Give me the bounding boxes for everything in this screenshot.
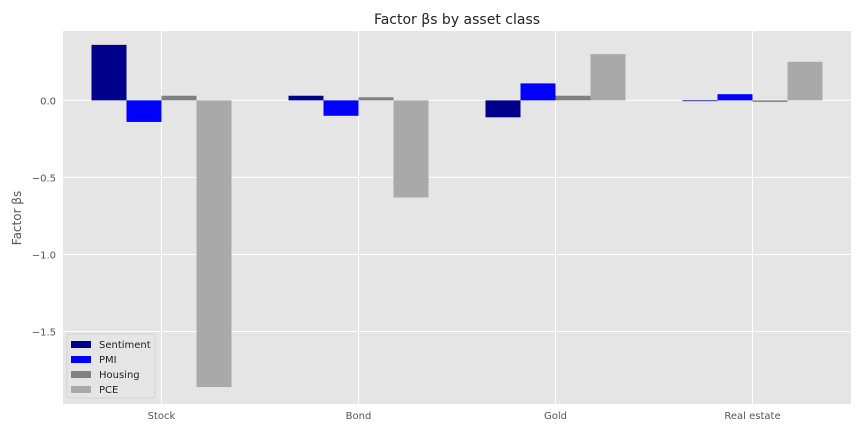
- plot-background: [63, 31, 851, 404]
- y-axis-label: Factor βs: [10, 191, 24, 245]
- y-tick-labels: 0.0 −0.5 −1.0 −1.5: [32, 96, 56, 338]
- y-tick-label: 0.0: [40, 96, 56, 107]
- legend-label-housing: Housing: [99, 370, 140, 381]
- bar-pmi-real-estate: [717, 94, 753, 101]
- bar-pce-stock: [196, 100, 232, 388]
- y-tick-label: −1.5: [32, 328, 56, 339]
- bar-pce-gold: [590, 54, 626, 101]
- legend-swatch-housing: [71, 371, 91, 378]
- legend-box: [66, 333, 156, 399]
- bar-housing-real-estate: [752, 100, 788, 102]
- bar-sentiment-gold: [485, 100, 521, 118]
- bar-housing-gold: [555, 95, 591, 101]
- x-tick-label: Gold: [544, 411, 567, 422]
- bar-pce-real-estate: [787, 61, 823, 101]
- x-tick-labels: Stock Bond Gold Real estate: [148, 411, 781, 422]
- legend-label-pmi: PMI: [99, 355, 117, 366]
- x-tick-label: Stock: [148, 411, 176, 422]
- bar-housing-stock: [161, 95, 197, 101]
- bar-sentiment-stock: [91, 44, 127, 101]
- bar-sentiment-bond: [288, 95, 324, 101]
- legend-swatch-pmi: [71, 356, 91, 363]
- bar-pmi-bond: [323, 100, 359, 116]
- bars: [91, 44, 823, 388]
- y-tick-label: −1.0: [32, 250, 56, 261]
- x-tick-label: Real estate: [724, 411, 780, 422]
- bar-housing-bond: [358, 97, 394, 101]
- legend-swatch-sentiment: [71, 341, 91, 348]
- x-tick-label: Bond: [346, 411, 372, 422]
- y-tick-label: −0.5: [32, 173, 56, 184]
- bar-pmi-stock: [126, 100, 162, 122]
- legend: Sentiment PMI Housing PCE: [66, 333, 156, 399]
- bar-pmi-gold: [520, 83, 556, 101]
- bar-pce-bond: [393, 100, 429, 198]
- legend-label-sentiment: Sentiment: [99, 340, 151, 351]
- legend-swatch-pce: [71, 386, 91, 393]
- bar-sentiment-real-estate: [682, 100, 718, 102]
- legend-label-pce: PCE: [99, 385, 118, 396]
- chart-title: Factor βs by asset class: [374, 12, 540, 28]
